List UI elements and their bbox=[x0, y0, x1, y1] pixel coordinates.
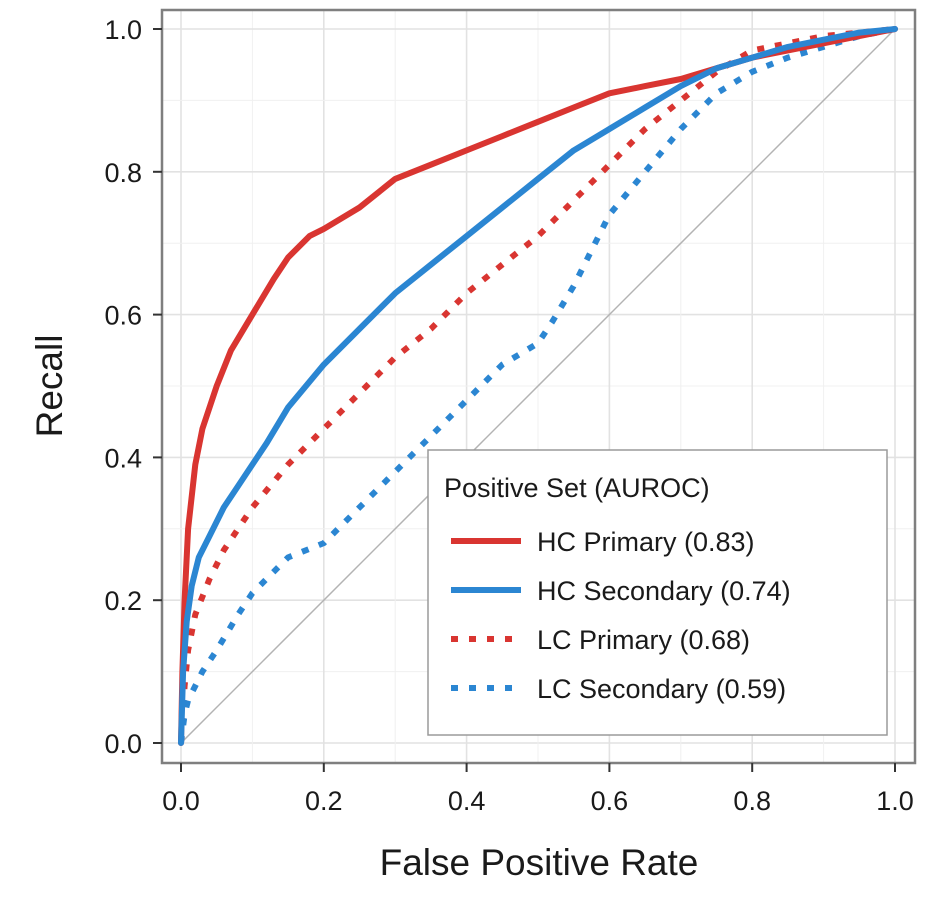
legend-label: LC Secondary (0.59) bbox=[537, 674, 786, 704]
series-layer bbox=[178, 26, 898, 746]
y-tick-label: 0.2 bbox=[104, 586, 142, 616]
x-tick-label: 0.0 bbox=[162, 786, 200, 816]
x-tick-label: 0.8 bbox=[733, 786, 771, 816]
x-tick-label: 0.6 bbox=[591, 786, 629, 816]
legend: Positive Set (AUROC) HC Primary (0.83) HC… bbox=[427, 449, 888, 736]
y-tick-label: 0.4 bbox=[104, 443, 142, 473]
y-tick-label: 0.0 bbox=[104, 729, 142, 759]
series-line-hc-secondary bbox=[178, 26, 898, 746]
x-tick-label: 0.2 bbox=[305, 786, 343, 816]
legend-title: Positive Set (AUROC) bbox=[444, 473, 710, 503]
x-axis-title: False Positive Rate bbox=[380, 842, 699, 883]
chance-line bbox=[180, 28, 896, 744]
series-line-lc-primary bbox=[178, 26, 896, 744]
y-tick-label: 0.8 bbox=[104, 158, 142, 188]
legend-label: LC Primary (0.68) bbox=[537, 625, 750, 655]
legend-label: HC Secondary (0.74) bbox=[537, 576, 791, 606]
ticks: 0.0 0.2 0.4 0.6 0.8 1.0 0.0 0.2 0.4 0.6 0.8 1.0 bbox=[104, 15, 913, 816]
x-tick-label: 0.4 bbox=[448, 786, 486, 816]
legend-label: HC Primary (0.83) bbox=[537, 527, 755, 557]
plot-border bbox=[160, 8, 917, 765]
y-axis-title: Recall bbox=[29, 335, 70, 438]
y-tick-label: 1.0 bbox=[104, 15, 142, 45]
x-tick-label: 1.0 bbox=[876, 786, 914, 816]
y-tick-label: 0.6 bbox=[104, 301, 142, 331]
